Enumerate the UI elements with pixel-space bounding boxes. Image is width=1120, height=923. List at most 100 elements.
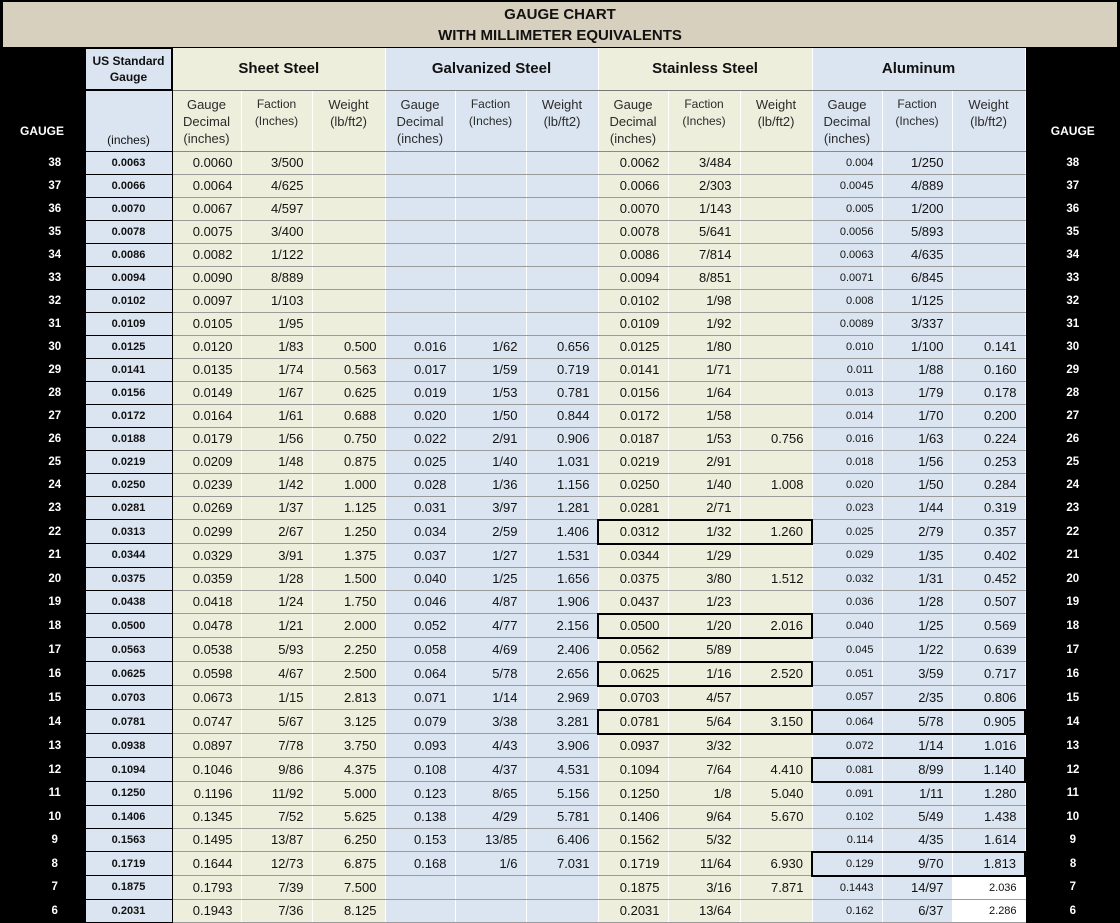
galv-fraction-cell: 1/25 (454, 567, 527, 591)
table-row: 27 0.0172 0.0164 1/61 0.688 0.020 1/50 0.844 0.0… (0, 403, 1120, 428)
sheet-decimal-cell: 0.0673 (171, 685, 242, 710)
galv-fraction-cell: 8/65 (454, 781, 527, 806)
sheet-decimal-cell: 0.0082 (171, 243, 242, 267)
sheet-decimal-cell: 0.0164 (171, 404, 242, 428)
chart-title: GAUGE CHART WITH MILLIMETER EQUIVALENTS (3, 2, 1117, 47)
us-standard-value-cell: 0.1875 (84, 875, 173, 900)
galv-decimal-cell: 0.017 (384, 358, 456, 382)
stainless-weight-subheader: Weight (lb/ft2) (739, 90, 813, 152)
stainless-fraction-cell: 5/89 (667, 637, 741, 662)
stainless-fraction-cell: 1/71 (667, 358, 741, 382)
sheet-fraction-cell: 12/73 (240, 851, 313, 876)
us-standard-value-cell: 0.1094 (84, 757, 173, 782)
stainless-fraction-cell: 1/8 (667, 781, 741, 806)
us-standard-value-cell: 0.1719 (84, 851, 173, 876)
alum-weight-cell: 2.036 (951, 875, 1026, 900)
table-row: 6 0.2031 0.1943 7/36 8.125 0.2031 13/64 0.162 6/… (0, 898, 1120, 923)
sheet-weight-cell: 1.750 (311, 590, 386, 614)
galv-weight-cell: 5.156 (525, 781, 599, 806)
sheet-decimal-cell: 0.0209 (171, 450, 242, 474)
sheet-fraction-cell: 4/67 (240, 661, 313, 686)
stainless-fraction-cell: 2/71 (667, 496, 741, 520)
us-standard-value-cell: 0.0703 (84, 685, 173, 710)
galv-fraction-cell (454, 899, 527, 923)
us-standard-inches-subheader: (inches) (84, 90, 173, 152)
gauge-right-cell: 18 (1025, 613, 1120, 638)
alum-decimal-cell: 0.0071 (811, 266, 883, 290)
gauge-right-cell: 20 (1025, 567, 1120, 590)
stainless-fraction-cell: 5/32 (667, 828, 741, 852)
gauge-left-cell: 22 (0, 519, 85, 544)
galv-weight-cell (525, 174, 599, 198)
sheet-decimal-cell: 0.0478 (171, 613, 242, 638)
sheet-decimal-cell: 0.0747 (171, 709, 242, 734)
sheet-decimal-cell: 0.0538 (171, 637, 242, 662)
alum-weight-cell: 1.140 (951, 756, 1027, 783)
gauge-left-cell: 26 (0, 427, 85, 450)
table-row: 23 0.0281 0.0269 1/37 1.125 0.031 3/97 1.281 0.0… (0, 495, 1120, 520)
us-standard-value-cell: 0.0500 (84, 613, 173, 638)
gauge-left-cell: 33 (0, 266, 85, 289)
alum-fraction-cell: 1/28 (881, 590, 953, 614)
galv-fraction-cell: 2/91 (454, 427, 527, 451)
gauge-axis-label-left-text: GAUGE (19, 124, 64, 138)
alum-decimal-cell: 0.005 (811, 197, 883, 221)
sheet-decimal-cell: 0.0060 (171, 151, 242, 175)
galv-fraction-cell: 1/59 (454, 358, 527, 382)
sheet-fraction-subheader: Faction (Inches) (240, 90, 313, 152)
stainless-fraction-cell: 1/58 (667, 404, 741, 428)
stainless-weight-cell (739, 590, 813, 614)
alum-weight-cell (951, 151, 1026, 175)
galv-decimal-cell (384, 243, 456, 267)
alum-decimal-cell: 0.032 (811, 567, 883, 591)
stainless-decimal-cell: 0.0344 (597, 543, 669, 568)
galv-weight-cell: 1.656 (525, 567, 599, 591)
sheet-fraction-cell: 13/87 (240, 828, 313, 852)
gauge-right-cell: 15 (1025, 685, 1120, 710)
gauge-left-cell: 17 (0, 637, 85, 662)
stainless-fraction-cell: 1/64 (667, 381, 741, 405)
alum-fraction-cell: 1/125 (881, 289, 953, 313)
gauge-left-cell: 10 (0, 805, 85, 828)
sheet-weight-cell (311, 151, 386, 175)
alum-weight-cell: 0.224 (951, 427, 1026, 451)
sheet-decimal-cell: 0.0097 (171, 289, 242, 313)
table-row: 20 0.0375 0.0359 1/28 1.500 0.040 1/25 1.656 0.0… (0, 566, 1120, 591)
stainless-weight-cell (739, 543, 813, 568)
alum-fraction-cell: 1/14 (881, 733, 953, 758)
galv-fraction-cell (454, 174, 527, 198)
gauge-left-cell: 6 (0, 899, 85, 922)
stainless-fraction-cell: 1/92 (667, 312, 741, 336)
alum-decimal-cell: 0.102 (811, 805, 883, 829)
sheet-decimal-cell: 0.1196 (171, 781, 242, 806)
gauge-right-cell: 13 (1025, 733, 1120, 758)
gauge-right-cell: 25 (1025, 450, 1120, 473)
stainless-weight-cell (739, 496, 813, 520)
stainless-decimal-cell: 0.0250 (597, 473, 669, 497)
gauge-right-cell: 22 (1025, 519, 1120, 544)
alum-decimal-cell: 0.040 (811, 613, 883, 638)
galv-fraction-cell: 2/59 (454, 519, 527, 544)
stainless-decimal-cell: 0.0070 (597, 197, 669, 221)
us-standard-value-cell: 0.0078 (84, 219, 173, 244)
alum-decimal-cell: 0.051 (811, 661, 883, 686)
us-standard-value-cell: 0.0109 (84, 311, 173, 336)
sheet-weight-cell: 1.125 (311, 496, 386, 520)
sheet-decimal-cell: 0.0149 (171, 381, 242, 405)
alum-weight-cell (951, 243, 1026, 267)
gauge-left-cell: 25 (0, 450, 85, 473)
galv-weight-cell (525, 243, 599, 267)
alum-decimal-cell: 0.0089 (811, 312, 883, 336)
sheet-fraction-cell: 5/93 (240, 637, 313, 662)
gauge-left-cell: 7 (0, 875, 85, 899)
alum-fraction-cell: 1/200 (881, 197, 953, 221)
table-row: 21 0.0344 0.0329 3/91 1.375 0.037 1/27 1.531 0.0… (0, 543, 1120, 568)
sheet-weight-cell: 1.500 (311, 567, 386, 591)
galv-decimal-cell: 0.020 (384, 404, 456, 428)
us-standard-value-cell: 0.0625 (84, 661, 173, 686)
sheet-fraction-cell: 7/52 (240, 805, 313, 829)
galv-decimal-cell: 0.108 (384, 757, 456, 782)
stainless-fraction-cell: 5/64 (667, 708, 741, 735)
gauge-right-cell: 8 (1025, 851, 1120, 876)
sheet-fraction-cell: 4/597 (240, 197, 313, 221)
